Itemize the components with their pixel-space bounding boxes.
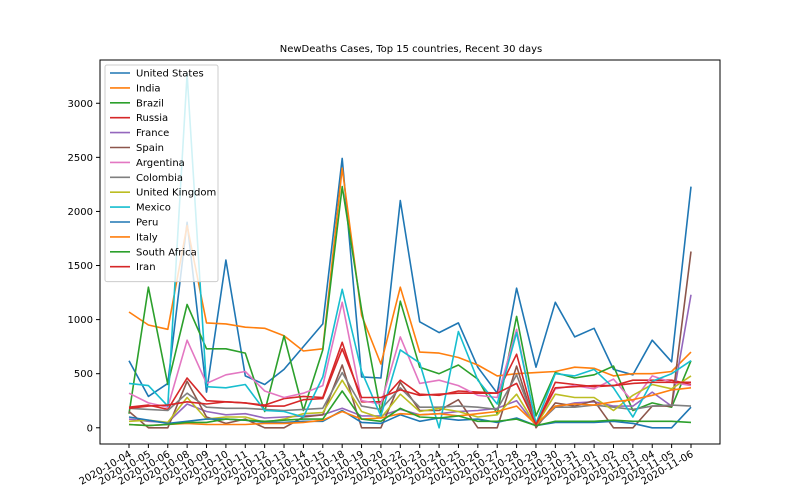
legend-label: Colombia xyxy=(136,173,183,184)
series-lines xyxy=(128,73,692,429)
legend-label: Iran xyxy=(136,262,156,273)
legend-label: United States xyxy=(136,69,204,80)
legend-label: Mexico xyxy=(136,203,171,214)
legend-label: United Kingdom xyxy=(136,188,216,199)
legend-label: Russia xyxy=(136,113,168,124)
series-line-colombia xyxy=(128,371,692,427)
series-line-iran xyxy=(128,347,691,426)
legend-label: India xyxy=(136,83,161,94)
legend-box xyxy=(104,64,219,283)
y-tick-label: 500 xyxy=(74,369,93,380)
legend-label: Brazil xyxy=(136,98,164,109)
series-line-mexico xyxy=(128,73,692,429)
y-tick-label: 1000 xyxy=(68,315,93,326)
y-tick-label: 2500 xyxy=(68,153,93,164)
legend-label: Italy xyxy=(136,232,158,243)
chart-title: NewDeaths Cases, Top 15 countries, Recen… xyxy=(280,44,543,55)
y-axis: 0 500 1000 1500 2000 2500 3000 xyxy=(68,99,100,434)
legend-label: Spain xyxy=(136,143,164,154)
legend: United States India Brazil Russia France Spai… xyxy=(104,64,219,283)
series-line-united-states xyxy=(128,157,692,398)
legend-label: France xyxy=(136,128,169,139)
series-line-india xyxy=(128,167,692,377)
y-tick-label: 0 xyxy=(87,423,93,434)
series-line-argentina xyxy=(128,301,692,427)
y-tick-label: 2000 xyxy=(68,207,93,218)
plot-frame xyxy=(99,59,721,445)
legend-label: South Africa xyxy=(136,247,197,258)
y-tick-label: 3000 xyxy=(68,99,93,110)
legend-label: Argentina xyxy=(136,158,185,169)
series-line-united-kingdom xyxy=(128,375,692,427)
legend-label: Peru xyxy=(136,218,158,229)
series-line-italy xyxy=(128,387,692,427)
series-line-south-africa xyxy=(128,390,692,427)
y-tick-label: 1500 xyxy=(68,261,93,272)
